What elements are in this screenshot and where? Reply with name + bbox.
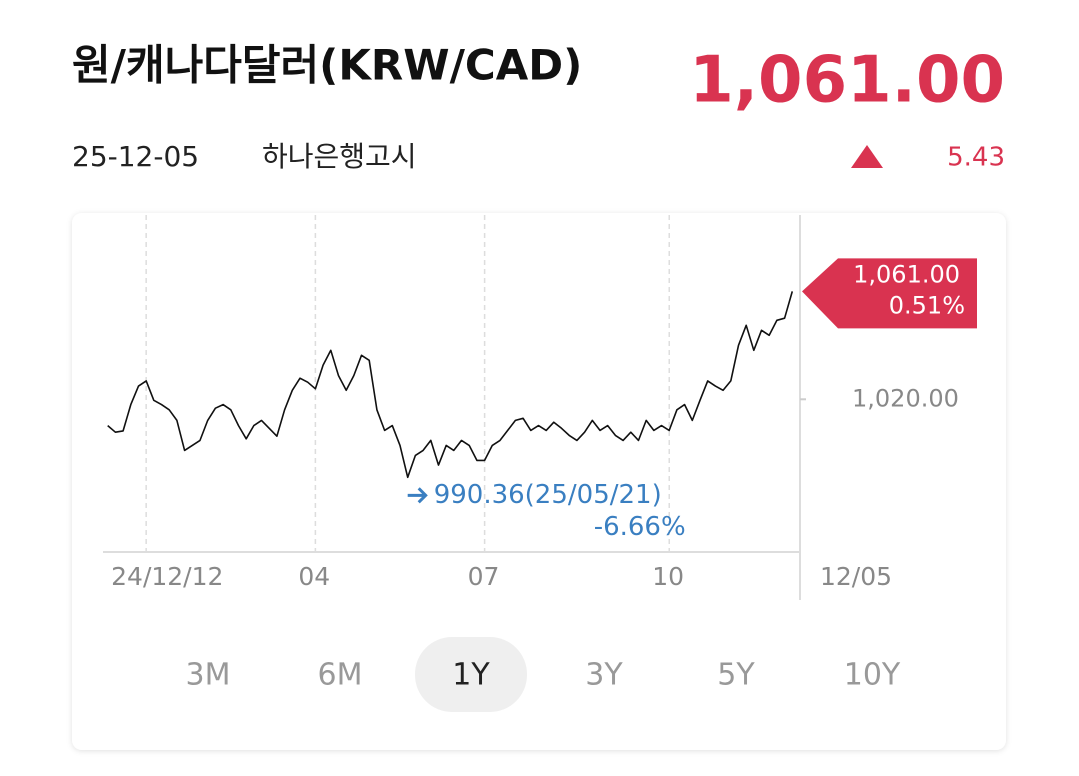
up-icon (851, 145, 883, 168)
period-tab[interactable]: 3M (186, 658, 231, 693)
period-tab[interactable]: 3Y (585, 658, 623, 693)
low-change: -6.66% (594, 512, 686, 542)
chart: 24/12/12 04 07 10 12/05 1,020.00 1,061.00 0.51%… (103, 215, 977, 600)
current-label: 1,061.00 (853, 260, 960, 288)
period-tab[interactable]: 10Y (844, 658, 901, 693)
current-tag (802, 258, 977, 329)
period-tab[interactable]: 5Y (717, 658, 755, 693)
title: 원/캐나다달러(KRW/CAD) (72, 41, 582, 90)
chart-card (72, 213, 1006, 750)
period-tab[interactable]: 1Y (452, 658, 490, 693)
x-tick-label: 07 (468, 562, 500, 591)
date: 25-12-05 (72, 140, 199, 173)
source: 하나은행고시 (262, 140, 417, 173)
x-tick-label: 04 (298, 562, 330, 591)
period-tabs: 3M 6M 1Y 3Y 5Y 10Y (186, 658, 901, 693)
price-line (107, 291, 794, 479)
current-change: 0.51% (889, 291, 965, 319)
active-period-bg (415, 637, 527, 712)
low-label: 990.36(25/05/21) (434, 480, 662, 510)
x-tick-label: 10 (652, 562, 684, 591)
x-tick-label: 12/05 (820, 562, 892, 591)
y-tick-label: 1,020.00 (852, 384, 959, 412)
price: 1,061.00 (689, 44, 1005, 118)
change: 5.43 (947, 143, 1005, 173)
period-tab[interactable]: 6M (318, 658, 363, 693)
x-tick-label: 24/12/12 (111, 562, 223, 591)
low-arrow (407, 487, 428, 504)
